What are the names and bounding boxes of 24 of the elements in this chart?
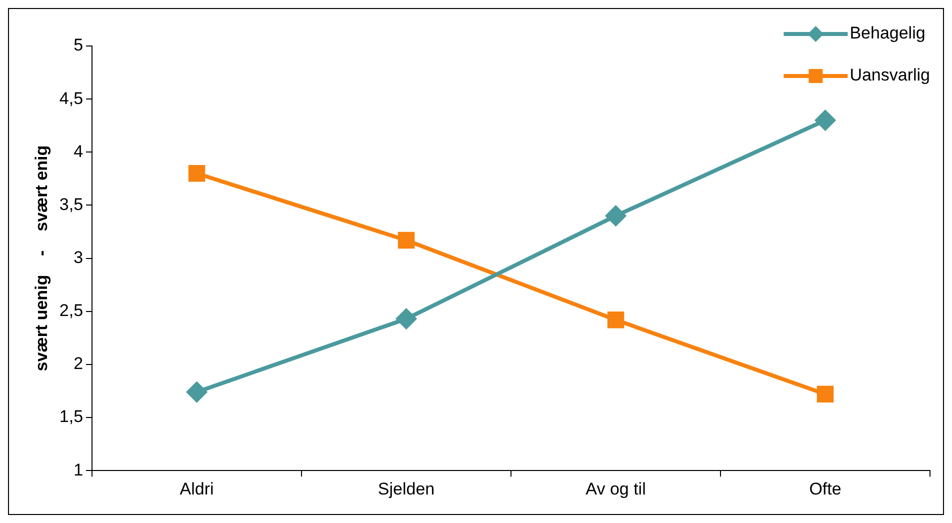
y-tick-label: 4: [74, 142, 84, 161]
x-tick-label: Aldri: [180, 479, 214, 498]
legend-label: Uansvarlig: [850, 66, 930, 85]
point: [186, 382, 207, 402]
point: [607, 312, 624, 328]
point: [606, 206, 626, 226]
y-tick-label: 5: [74, 36, 84, 55]
x-tick-label: Ofte: [809, 479, 842, 498]
point: [815, 110, 836, 130]
y-tick-label: 3,5: [59, 194, 84, 214]
x-tick-label: Sjelden: [378, 479, 435, 498]
point: [816, 386, 834, 403]
y-axis-title: svært uenig - svært enig: [32, 145, 51, 372]
point: [188, 165, 206, 182]
y-tick-label: 4,5: [59, 88, 84, 108]
y-tick-label: 3: [74, 248, 84, 267]
y-tick-label: 2: [74, 354, 84, 374]
x-tick-label: Av og til: [586, 479, 646, 498]
y-tick-label: 1: [74, 460, 84, 480]
point: [396, 308, 416, 329]
point: [398, 232, 415, 249]
y-tick-label: 1,5: [59, 407, 84, 426]
legend-label: Behagelig: [850, 24, 926, 43]
y-tick-label: 2,5: [59, 301, 84, 320]
